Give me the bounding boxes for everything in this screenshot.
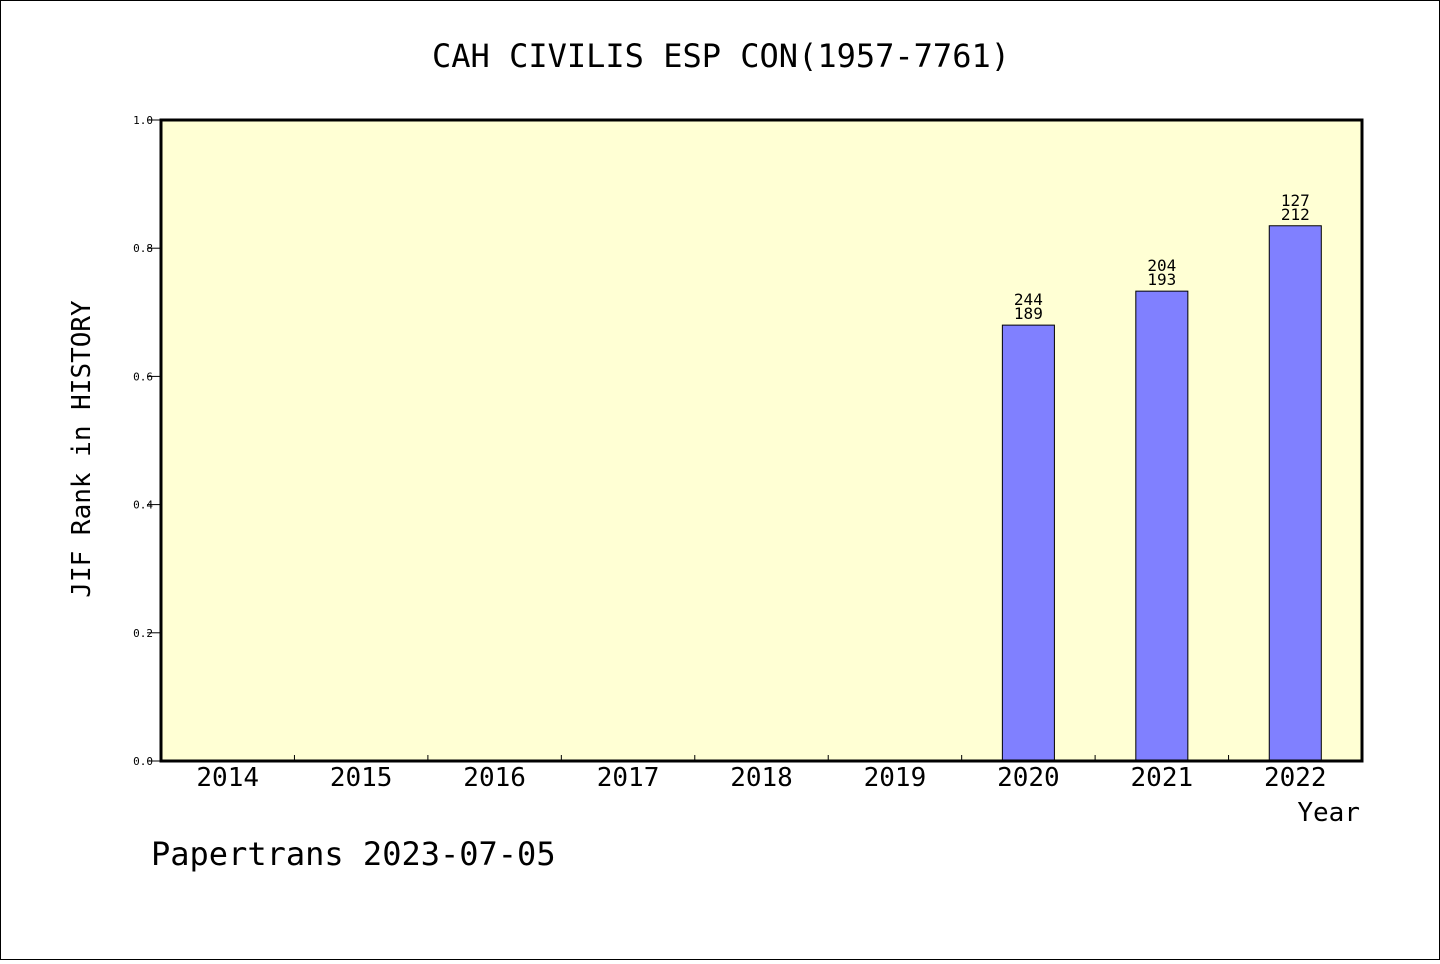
- bar-label-bottom: 193: [1147, 270, 1176, 289]
- bar-2021: [1135, 290, 1189, 762]
- bar-label-top: 244: [1014, 290, 1043, 309]
- x-tick-label: 2017: [597, 763, 660, 793]
- y-tick-label: 0.2: [133, 627, 153, 640]
- x-tick-label: 2016: [463, 763, 526, 793]
- bars: [1001, 225, 1322, 762]
- bar-label-bottom: 189: [1014, 304, 1043, 323]
- y-tick-label: 0.6: [133, 370, 153, 383]
- x-tick-label: 2022: [1264, 763, 1327, 793]
- x-axis-label: Year: [1297, 798, 1360, 828]
- x-tick-label: 2019: [864, 763, 927, 793]
- x-tick-label: 2018: [730, 763, 793, 793]
- x-tick-label: 2014: [196, 763, 259, 793]
- bar-label-top: 204: [1147, 256, 1176, 275]
- y-axis-label: JIF Rank in HISTORY: [67, 300, 97, 598]
- x-tick-label: 2021: [1131, 763, 1194, 793]
- bar-2020: [1001, 324, 1055, 762]
- y-tick-label: 0.8: [133, 242, 153, 255]
- chart-title: CAH CIVILIS ESP CON(1957-7761): [432, 37, 1010, 75]
- y-axis-ticks: 0.0 0.2 0.4 0.6 0.8 1.0: [133, 114, 161, 768]
- y-tick-label: 1.0: [133, 114, 153, 127]
- y-tick-label: 0.0: [133, 755, 153, 768]
- bar-label-bottom: 212: [1281, 205, 1310, 224]
- footer-text: Papertrans 2023-07-05: [151, 835, 556, 873]
- bar-2022: [1268, 225, 1322, 762]
- x-tick-label: 2020: [997, 763, 1060, 793]
- x-axis-ticks: 2014 2015 2016 2017 2018 2019 2020 2021 2022: [196, 755, 1327, 793]
- plot-border: [159, 118, 1364, 763]
- y-tick-label: 0.4: [133, 499, 153, 512]
- x-tick-label: 2015: [330, 763, 393, 793]
- bar-label-top: 127: [1281, 191, 1310, 210]
